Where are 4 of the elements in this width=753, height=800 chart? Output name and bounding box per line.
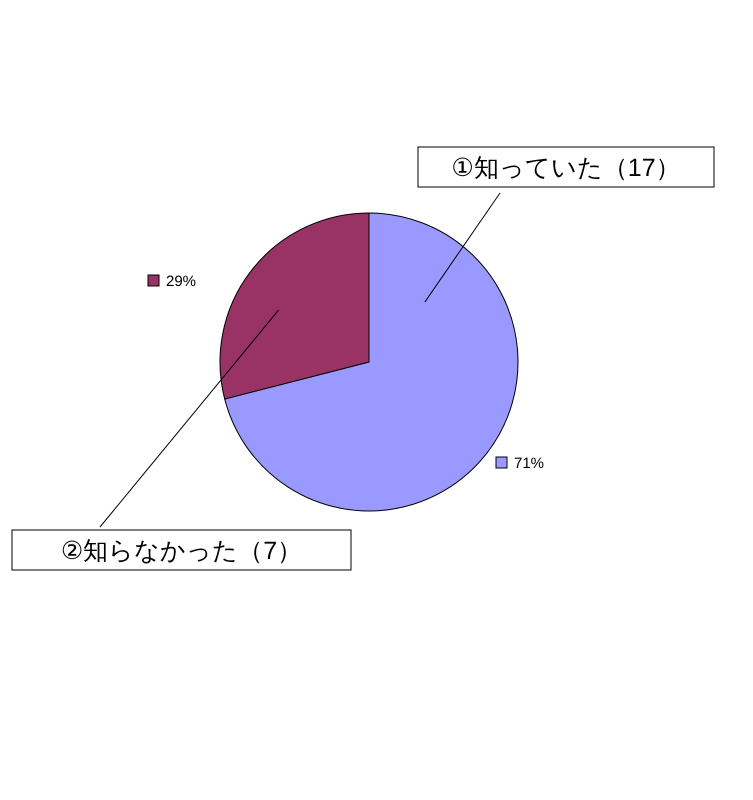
slice-label: ①知っていた（17） (451, 154, 681, 182)
slice-label: ②知らなかった（7） (60, 537, 302, 565)
data-label: 29% (166, 273, 196, 290)
data-label: 71% (514, 455, 544, 472)
